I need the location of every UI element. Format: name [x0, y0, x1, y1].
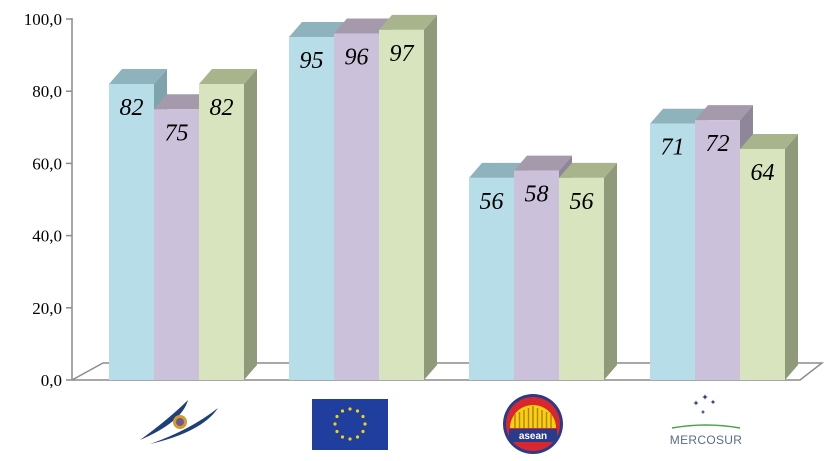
data-label: 75: [165, 120, 189, 146]
bar-top-face: [334, 18, 392, 34]
asean-emblem-text: asean: [519, 431, 547, 442]
bar-top-face: [695, 105, 753, 121]
mercosur-logo-icon: MERCOSUR: [670, 394, 742, 447]
eaeu-emblem-icon: [140, 400, 218, 444]
bar-front-face: [154, 109, 199, 380]
bar-top-face: [289, 22, 347, 38]
data-label: 71: [661, 135, 685, 161]
y-tick-label: 40,0: [32, 227, 62, 246]
bar: [740, 133, 798, 380]
bar-front-face: [650, 123, 695, 380]
bar-front-face: [199, 83, 244, 380]
bar-top-face: [650, 108, 708, 124]
bar: [559, 162, 617, 380]
bar-front-face: [469, 177, 514, 380]
bar: [379, 14, 437, 381]
bar-top-face: [379, 14, 437, 30]
bar-top-face: [109, 68, 167, 84]
data-label: 72: [706, 131, 730, 157]
bar-front-face: [740, 148, 785, 380]
bar-top-face: [559, 162, 617, 178]
data-label: 58: [525, 182, 549, 208]
y-tick-label: 100,0: [24, 10, 62, 29]
bar-top-face: [514, 155, 572, 171]
bar-top-face: [469, 162, 527, 178]
bar-side-face: [424, 14, 437, 381]
eu-flag-icon: [312, 399, 388, 450]
data-label: 95: [300, 48, 324, 74]
data-label: 97: [390, 41, 415, 67]
bar-front-face: [109, 83, 154, 380]
data-label: 96: [345, 44, 369, 70]
bar-front-face: [334, 33, 379, 380]
mercosur-logo-text: MERCOSUR: [670, 433, 742, 447]
data-label: 64: [751, 160, 775, 186]
bar-side-face: [785, 133, 798, 380]
bar: [199, 68, 257, 380]
bar-front-face: [289, 37, 334, 381]
bar-top-face: [199, 68, 257, 84]
data-label: 82: [120, 95, 144, 121]
bar-front-face: [695, 120, 740, 380]
asean-emblem-icon: asean: [503, 394, 563, 454]
data-label: 56: [480, 189, 504, 215]
data-label: 82: [210, 95, 234, 121]
bar-top-face: [154, 94, 212, 110]
data-label: 56: [570, 189, 594, 215]
bar-side-face: [604, 162, 617, 380]
bar-front-face: [379, 29, 424, 381]
bar-front-face: [514, 170, 559, 380]
y-tick-label: 60,0: [32, 154, 62, 173]
bar-top-face: [740, 133, 798, 149]
bar-side-face: [244, 68, 257, 380]
bar-front-face: [559, 177, 604, 380]
y-tick-label: 0,0: [41, 371, 62, 390]
y-tick-label: 20,0: [32, 299, 62, 318]
y-tick-label: 80,0: [32, 82, 62, 101]
